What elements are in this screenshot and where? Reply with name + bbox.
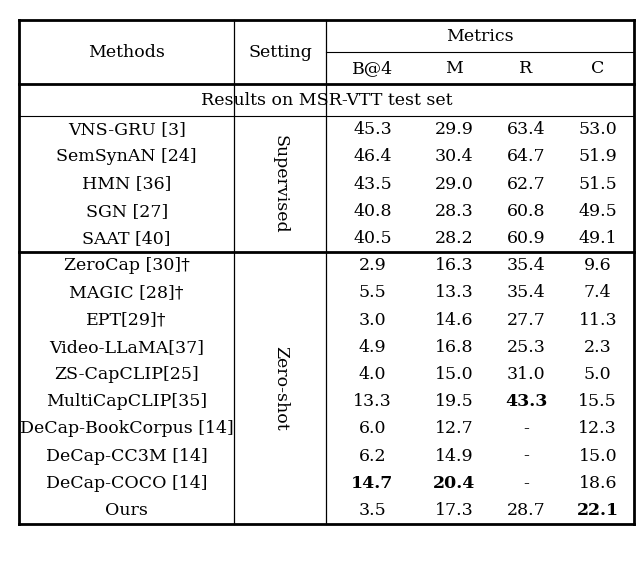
Text: EPT[29]†: EPT[29]†	[86, 312, 167, 328]
Text: 43.5: 43.5	[353, 175, 392, 193]
Text: Methods: Methods	[88, 43, 165, 61]
Text: 29.9: 29.9	[435, 121, 474, 138]
Text: 28.7: 28.7	[507, 502, 545, 519]
Text: C: C	[591, 60, 604, 76]
Text: 12.7: 12.7	[435, 420, 474, 437]
Text: 12.3: 12.3	[579, 420, 617, 437]
Text: 51.9: 51.9	[579, 148, 617, 166]
Text: 62.7: 62.7	[507, 175, 545, 193]
Text: 40.5: 40.5	[353, 230, 392, 247]
Text: 35.4: 35.4	[507, 284, 545, 301]
Text: 13.3: 13.3	[353, 393, 392, 410]
Text: Video-LLaMA[37]: Video-LLaMA[37]	[49, 339, 204, 356]
Text: MultiCapCLIP[35]: MultiCapCLIP[35]	[46, 393, 207, 410]
Text: 17.3: 17.3	[435, 502, 474, 519]
Text: 15.0: 15.0	[579, 448, 617, 464]
Text: 30.4: 30.4	[435, 148, 474, 166]
Text: Zero-shot: Zero-shot	[272, 346, 289, 430]
Text: SAAT [40]: SAAT [40]	[83, 230, 171, 247]
Text: B@4: B@4	[352, 60, 393, 76]
Text: 16.3: 16.3	[435, 257, 474, 274]
Text: ZeroCap [30]†: ZeroCap [30]†	[64, 257, 189, 274]
Text: 22.1: 22.1	[577, 502, 619, 519]
Text: 28.2: 28.2	[435, 230, 474, 247]
Text: 60.8: 60.8	[507, 203, 545, 220]
Text: 63.4: 63.4	[507, 121, 545, 138]
Text: -: -	[523, 420, 529, 437]
Text: 9.6: 9.6	[584, 257, 612, 274]
Text: 46.4: 46.4	[353, 148, 392, 166]
Text: 60.9: 60.9	[507, 230, 545, 247]
Text: SGN [27]: SGN [27]	[86, 203, 168, 220]
Text: 16.8: 16.8	[435, 339, 474, 356]
Text: 35.4: 35.4	[507, 257, 545, 274]
Text: 29.0: 29.0	[435, 175, 474, 193]
Text: 2.9: 2.9	[358, 257, 387, 274]
Text: 13.3: 13.3	[435, 284, 474, 301]
Text: 53.0: 53.0	[579, 121, 617, 138]
Text: 3.5: 3.5	[358, 502, 387, 519]
Text: 27.7: 27.7	[507, 312, 545, 328]
Text: 25.3: 25.3	[507, 339, 545, 356]
Text: 6.2: 6.2	[358, 448, 387, 464]
Text: 31.0: 31.0	[507, 366, 545, 383]
Text: 43.3: 43.3	[505, 393, 547, 410]
Text: 19.5: 19.5	[435, 393, 474, 410]
Text: 15.0: 15.0	[435, 366, 474, 383]
Text: DeCap-COCO [14]: DeCap-COCO [14]	[46, 475, 207, 492]
Text: Supervised: Supervised	[272, 135, 289, 233]
Text: MAGIC [28]†: MAGIC [28]†	[70, 284, 184, 301]
Text: R: R	[520, 60, 532, 76]
Text: 5.5: 5.5	[358, 284, 387, 301]
Text: SemSynAN [24]: SemSynAN [24]	[56, 148, 197, 166]
Text: 6.0: 6.0	[359, 420, 386, 437]
Text: 4.0: 4.0	[359, 366, 386, 383]
Text: HMN [36]: HMN [36]	[82, 175, 172, 193]
Text: 20.4: 20.4	[433, 475, 476, 492]
Text: 15.5: 15.5	[579, 393, 617, 410]
Text: 7.4: 7.4	[584, 284, 612, 301]
Text: 28.3: 28.3	[435, 203, 474, 220]
Text: 64.7: 64.7	[507, 148, 545, 166]
Text: 45.3: 45.3	[353, 121, 392, 138]
Text: 11.3: 11.3	[579, 312, 617, 328]
Text: 18.6: 18.6	[579, 475, 617, 492]
Text: Setting: Setting	[248, 43, 312, 61]
Text: 40.8: 40.8	[353, 203, 392, 220]
Text: M: M	[445, 60, 463, 76]
Text: 14.6: 14.6	[435, 312, 474, 328]
Text: -: -	[523, 475, 529, 492]
Text: Results on MSR-VTT test set: Results on MSR-VTT test set	[201, 91, 452, 109]
Text: Metrics: Metrics	[446, 28, 514, 45]
Text: 5.0: 5.0	[584, 366, 612, 383]
Text: 3.0: 3.0	[358, 312, 387, 328]
Text: 49.5: 49.5	[579, 203, 617, 220]
Text: 14.9: 14.9	[435, 448, 474, 464]
Text: ZS-CapCLIP[25]: ZS-CapCLIP[25]	[54, 366, 199, 383]
Text: Ours: Ours	[106, 502, 148, 519]
Text: VNS-GRU [3]: VNS-GRU [3]	[68, 121, 186, 138]
Text: 49.1: 49.1	[579, 230, 617, 247]
Text: 51.5: 51.5	[579, 175, 617, 193]
Text: -: -	[523, 448, 529, 464]
Text: DeCap-CC3M [14]: DeCap-CC3M [14]	[46, 448, 207, 464]
Text: 4.9: 4.9	[358, 339, 387, 356]
Text: 2.3: 2.3	[584, 339, 612, 356]
Text: 14.7: 14.7	[351, 475, 394, 492]
Text: DeCap-BookCorpus [14]: DeCap-BookCorpus [14]	[20, 420, 234, 437]
